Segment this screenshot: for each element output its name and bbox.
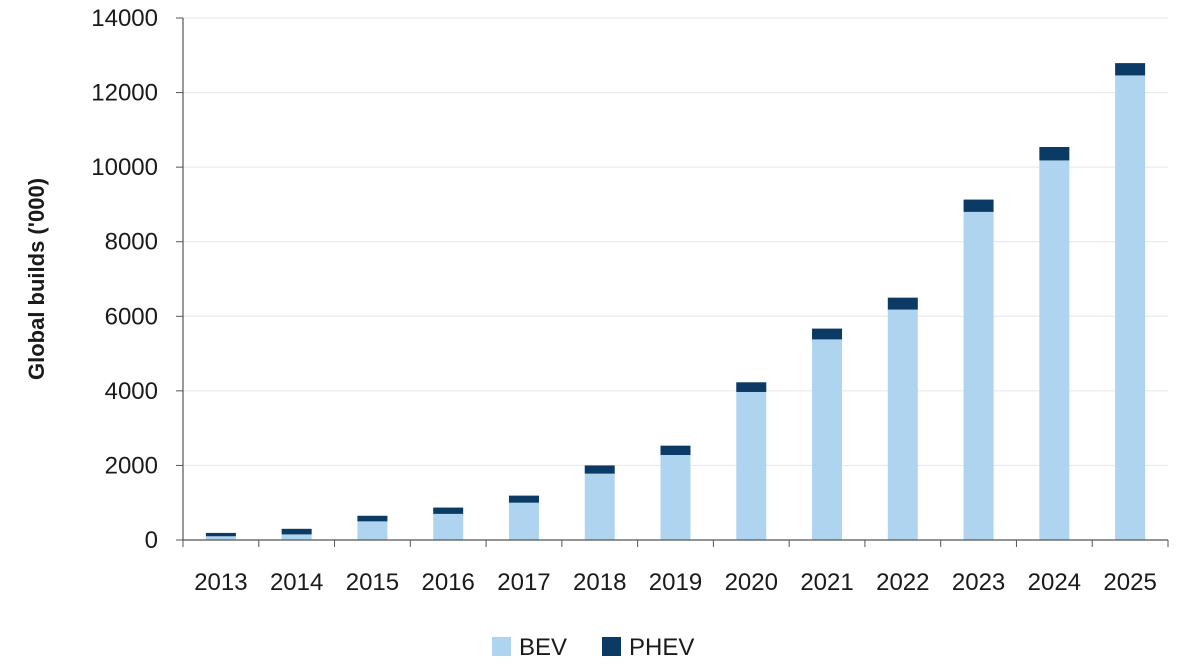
bar-phev-2017 bbox=[508, 495, 539, 503]
bar-bev-2021 bbox=[812, 339, 843, 540]
bar-phev-2023 bbox=[963, 199, 994, 212]
y-tick-label: 4000 bbox=[105, 378, 158, 405]
bar-bev-2017 bbox=[508, 502, 539, 540]
x-tick-label: 2018 bbox=[573, 569, 626, 596]
bar-phev-2021 bbox=[812, 328, 843, 340]
bar-phev-2019 bbox=[660, 445, 691, 455]
x-tick-label: 2024 bbox=[1028, 569, 1081, 596]
bar-bev-2015 bbox=[357, 521, 388, 540]
y-tick-label: 6000 bbox=[105, 303, 158, 330]
y-tick-label: 10000 bbox=[91, 154, 158, 181]
bar-phev-2013 bbox=[205, 532, 236, 537]
x-tick-label: 2019 bbox=[649, 569, 702, 596]
y-tick-label: 12000 bbox=[91, 80, 158, 107]
x-tick-label: 2025 bbox=[1103, 569, 1156, 596]
bar-bev-2016 bbox=[433, 513, 464, 540]
x-tick-label: 2014 bbox=[270, 569, 323, 596]
bar-phev-2018 bbox=[584, 465, 615, 474]
bar-bev-2018 bbox=[584, 473, 615, 540]
bar-phev-2014 bbox=[281, 528, 312, 535]
x-tick-label: 2016 bbox=[421, 569, 474, 596]
bar-phev-2022 bbox=[887, 297, 918, 310]
legend-swatch-bev bbox=[492, 637, 511, 656]
bar-bev-2019 bbox=[660, 454, 691, 540]
y-tick-label: 14000 bbox=[91, 5, 158, 32]
bar-bev-2023 bbox=[963, 211, 994, 540]
legend-label-bev: BEV bbox=[519, 634, 567, 661]
bar-bev-2020 bbox=[736, 391, 767, 540]
bar-bev-2022 bbox=[887, 309, 918, 540]
legend-label-phev: PHEV bbox=[629, 634, 694, 661]
legend-swatch-phev bbox=[602, 637, 621, 656]
y-tick-label: 2000 bbox=[105, 452, 158, 479]
bar-bev-2014 bbox=[281, 534, 312, 540]
x-tick-label: 2017 bbox=[497, 569, 550, 596]
bar-phev-2016 bbox=[433, 507, 464, 514]
axes: 0 2000 4000 6000 8000 10000 12000 14000 2013 2014… bbox=[91, 5, 1169, 596]
bar-phev-2025 bbox=[1115, 63, 1146, 76]
x-tick-label: 2022 bbox=[876, 569, 929, 596]
x-tick-label: 2015 bbox=[346, 569, 399, 596]
x-tick-label: 2020 bbox=[725, 569, 778, 596]
bar-bev-2024 bbox=[1039, 160, 1070, 540]
gridlines bbox=[183, 17, 1168, 466]
legend: BEV PHEV bbox=[492, 634, 694, 661]
bar-bev-2013 bbox=[205, 536, 236, 540]
x-tick-label: 2021 bbox=[800, 569, 853, 596]
bar-bev-2025 bbox=[1115, 75, 1146, 541]
y-axis-title: Global builds ('000) bbox=[24, 178, 49, 380]
x-tick-label: 2023 bbox=[952, 569, 1005, 596]
x-tick-label: 2013 bbox=[194, 569, 247, 596]
bar-phev-2024 bbox=[1039, 147, 1070, 161]
bar-phev-2020 bbox=[736, 382, 767, 392]
y-tick-label: 0 bbox=[145, 527, 158, 554]
bar-phev-2015 bbox=[357, 515, 388, 522]
y-tick-label: 8000 bbox=[105, 229, 158, 256]
bars bbox=[205, 63, 1146, 541]
